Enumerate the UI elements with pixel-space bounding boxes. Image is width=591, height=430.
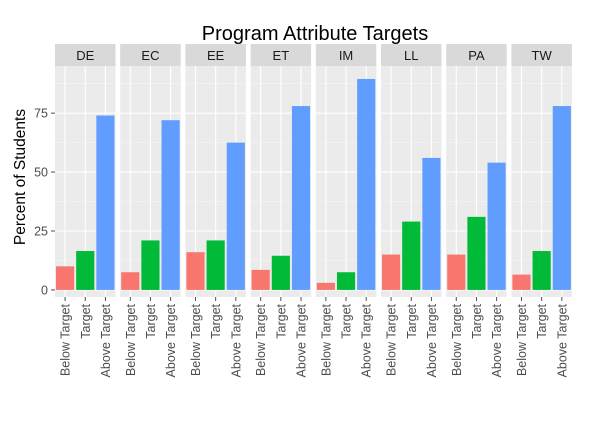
x-tick-label: Above Target xyxy=(164,303,178,377)
x-tick-label: Below Target xyxy=(450,303,464,376)
bar-de-target xyxy=(76,251,95,290)
facet-strip-label: DE xyxy=(76,48,94,63)
facet-strip xyxy=(185,44,246,66)
y-tick-label: 75 xyxy=(34,107,48,121)
y-tick-label: 0 xyxy=(41,283,48,297)
bar-tw-above-target xyxy=(552,106,571,290)
facet-panel-ll: LL Below Target Target Above Target xyxy=(381,44,442,377)
bar-pa-target xyxy=(467,216,486,290)
facet-strip xyxy=(381,44,442,66)
facet-panel-ec: EC Below Target Target Above Target xyxy=(120,44,181,377)
x-tick-label: Target xyxy=(209,303,223,338)
facet-panel-ee: EE Below Target Target Above Target xyxy=(185,44,246,377)
x-tick-label: Target xyxy=(470,303,484,338)
facet-strip-label: EC xyxy=(141,48,159,63)
x-tick-label: Above Target xyxy=(99,303,113,377)
chart-title: Program Attribute Targets xyxy=(202,23,428,45)
bar-ee-target xyxy=(206,240,225,290)
x-tick-label: Target xyxy=(535,303,549,338)
x-tick-label: Target xyxy=(274,303,288,338)
x-tick-label: Target xyxy=(405,303,419,338)
facet-panel-tw: TW Below Target Target Above Target xyxy=(511,44,572,377)
facet-panels: DE Below Target Target Above Target EC Below … xyxy=(55,44,572,377)
facet-strip-label: LL xyxy=(404,48,418,63)
facet-strip-label: ET xyxy=(273,48,290,63)
x-tick-label: Above Target xyxy=(490,303,504,377)
facet-panel-pa: PA Below Target Target Above Target xyxy=(446,44,507,377)
facet-panel-et: ET Below Target Target Above Target xyxy=(250,44,312,377)
x-tick-label: Below Target xyxy=(189,303,203,376)
x-tick-label: Target xyxy=(144,303,158,338)
x-tick-label: Below Target xyxy=(319,303,333,376)
x-tick-label: Above Target xyxy=(360,303,374,377)
facet-strip-label: EE xyxy=(207,48,225,63)
facet-strip xyxy=(55,44,116,66)
x-tick-label: Above Target xyxy=(229,303,243,377)
bar-ll-target xyxy=(402,221,421,290)
bar-ec-target xyxy=(141,240,160,290)
x-tick-label: Target xyxy=(79,303,93,338)
y-axis: 0 25 50 75 xyxy=(34,107,55,297)
x-tick-label: Above Target xyxy=(425,303,439,377)
bar-et-below-target xyxy=(251,269,270,290)
y-tick-label: 25 xyxy=(34,225,48,239)
x-tick-label: Above Target xyxy=(555,303,569,377)
x-tick-label: Below Target xyxy=(59,303,73,376)
bar-et-above-target xyxy=(291,106,311,290)
bar-ee-above-target xyxy=(226,142,245,290)
bar-tw-below-target xyxy=(512,274,531,290)
bar-de-below-target xyxy=(56,266,75,290)
facet-strip xyxy=(511,44,572,66)
facet-strip xyxy=(446,44,507,66)
facet-strip xyxy=(120,44,181,66)
x-tick-label: Below Target xyxy=(385,303,399,376)
bar-ec-below-target xyxy=(121,272,140,290)
bar-im-target xyxy=(336,272,356,290)
bar-et-target xyxy=(271,255,290,290)
facet-strip-label: IM xyxy=(339,48,353,63)
x-tick-label: Below Target xyxy=(254,303,268,376)
facet-strip-label: PA xyxy=(468,48,485,63)
x-tick-label: Below Target xyxy=(515,303,529,376)
bar-pa-below-target xyxy=(447,254,466,290)
bar-tw-target xyxy=(532,251,551,290)
x-tick-label: Target xyxy=(340,303,354,338)
facet-panel-de: DE Below Target Target Above Target xyxy=(55,44,116,377)
facet-panel-im: IM Below Target Target Above Target xyxy=(315,44,377,377)
facet-strip-label: TW xyxy=(532,48,553,63)
x-tick-label: Above Target xyxy=(295,303,309,377)
bar-de-above-target xyxy=(96,115,115,290)
x-tick-label: Below Target xyxy=(124,303,138,376)
y-axis-label: Percent of Students xyxy=(12,109,29,245)
bar-ll-above-target xyxy=(422,157,441,290)
facet-strip xyxy=(315,44,377,66)
bar-im-below-target xyxy=(316,282,335,290)
bar-ec-above-target xyxy=(161,120,180,290)
bar-im-above-target xyxy=(357,78,376,290)
y-tick-label: 50 xyxy=(34,166,48,180)
bar-ee-below-target xyxy=(186,252,205,290)
bar-pa-above-target xyxy=(487,162,506,290)
facet-strip xyxy=(250,44,312,66)
bar-ll-below-target xyxy=(382,254,401,290)
